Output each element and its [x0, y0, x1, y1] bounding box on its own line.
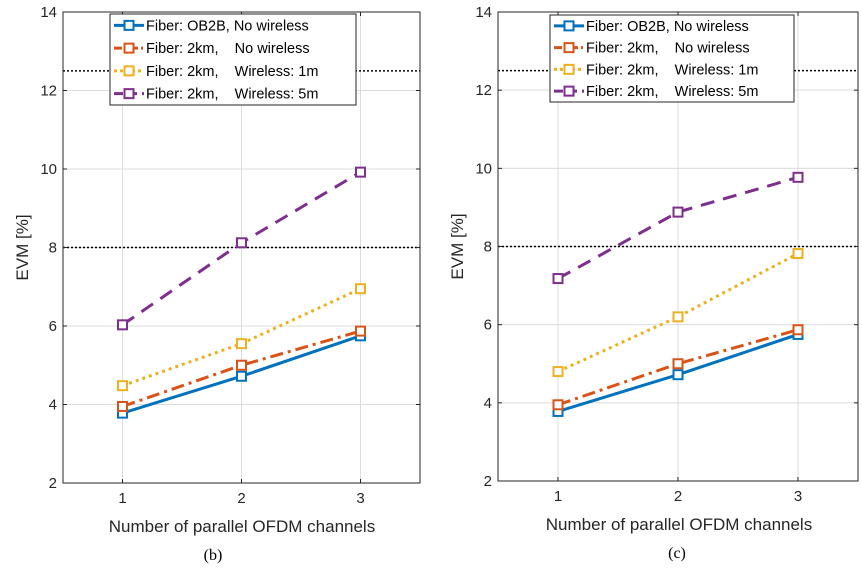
- x-tick-label: 3: [356, 490, 364, 507]
- y-tick-label: 2: [49, 475, 57, 492]
- legend-entry-label: Fiber: 2km, No wireless: [146, 41, 310, 57]
- data-point-marker: [552, 366, 564, 378]
- data-point-marker: [672, 369, 684, 381]
- x-axis-label: Number of parallel OFDM channels: [546, 515, 812, 534]
- legend-marker: [563, 42, 575, 54]
- y-tick-label: 12: [40, 83, 57, 100]
- data-point-marker: [117, 319, 128, 331]
- data-point-marker: [792, 324, 804, 336]
- y-tick-label: 4: [49, 397, 57, 414]
- legend-marker: [123, 42, 135, 54]
- legend-marker: [123, 88, 135, 100]
- y-tick-label: 6: [484, 317, 492, 334]
- y-tick-label: 14: [40, 4, 57, 21]
- data-point-marker: [236, 370, 247, 382]
- legend-marker: [563, 20, 575, 32]
- legend-marker: [123, 65, 135, 77]
- y-tick-label: 8: [49, 240, 57, 257]
- y-tick-label: 2: [484, 473, 492, 490]
- series-line-2: [557, 252, 799, 373]
- legend-entry-label: Fiber: 2km, Wireless: 1m: [146, 64, 318, 80]
- data-point-marker: [355, 166, 366, 178]
- series-line-1: [122, 329, 361, 408]
- legend-marker: [563, 63, 575, 75]
- x-tick-label: 1: [118, 490, 126, 507]
- legend-entry-label: Fiber: 2km, No wireless: [586, 41, 750, 57]
- data-point-marker: [236, 237, 247, 249]
- legend-entry-label: Fiber: OB2B, No wireless: [146, 18, 309, 34]
- x-tick-label: 3: [794, 488, 802, 505]
- data-point-marker: [117, 400, 128, 412]
- legend-marker: [123, 19, 135, 31]
- legend-entry-label: Fiber: 2km, Wireless: 5m: [146, 87, 318, 103]
- y-tick-label: 6: [49, 318, 57, 335]
- panel-caption: (b): [204, 547, 223, 564]
- legend-entry-label: Fiber: OB2B, No wireless: [586, 19, 749, 35]
- series-line-3: [557, 175, 799, 280]
- legend-box: [549, 14, 795, 103]
- x-tick-label: 1: [554, 488, 562, 505]
- data-point-marker: [672, 206, 684, 218]
- data-point-marker: [552, 273, 564, 285]
- data-point-marker: [236, 359, 247, 371]
- x-tick-label: 2: [674, 488, 682, 505]
- series-line-1: [557, 328, 799, 407]
- y-tick-label: 4: [484, 395, 492, 412]
- data-point-marker: [117, 380, 128, 392]
- panel-caption: (c): [668, 545, 686, 562]
- legend-box: [109, 13, 357, 106]
- data-point-marker: [672, 358, 684, 370]
- x-tick-label: 2: [237, 490, 245, 507]
- legend-entry-label: Fiber: 2km, Wireless: 5m: [586, 84, 758, 100]
- y-tick-label: 8: [484, 239, 492, 256]
- x-axis-label: Number of parallel OFDM channels: [109, 517, 375, 536]
- data-point-marker: [552, 399, 564, 411]
- data-point-marker: [792, 248, 804, 260]
- y-tick-label: 14: [475, 4, 492, 21]
- data-point-marker: [355, 283, 366, 295]
- y-tick-label: 10: [40, 161, 57, 178]
- y-tick-label: 10: [475, 160, 492, 177]
- data-point-marker: [672, 311, 684, 323]
- y-axis-label: EVM [%]: [13, 214, 32, 280]
- data-point-marker: [792, 171, 804, 183]
- y-axis-label: EVM [%]: [448, 213, 467, 279]
- legend-entry-label: Fiber: 2km, Wireless: 1m: [586, 62, 758, 78]
- data-point-marker: [236, 338, 247, 350]
- legend-marker: [563, 85, 575, 97]
- y-tick-label: 12: [475, 82, 492, 99]
- data-point-marker: [355, 325, 366, 337]
